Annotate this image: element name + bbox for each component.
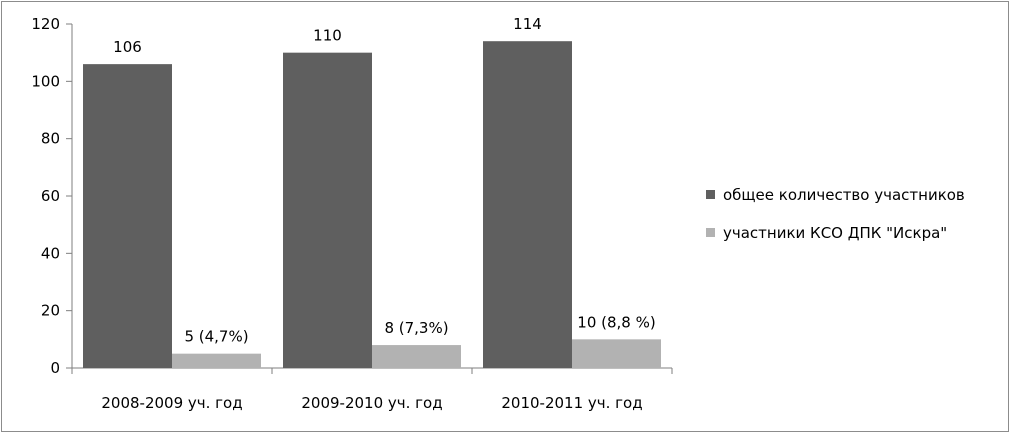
- legend-swatch: [706, 228, 715, 237]
- data-label: 5 (4,7%): [184, 328, 248, 346]
- y-tick-label: 120: [31, 15, 60, 33]
- x-tick-label: 2008-2009 уч. год: [101, 394, 242, 412]
- data-label: 114: [513, 15, 542, 33]
- data-label: 8 (7,3%): [384, 319, 448, 337]
- chart-bars: [83, 41, 661, 369]
- legend-swatch: [706, 190, 715, 199]
- bar: [172, 353, 261, 368]
- bar: [483, 41, 572, 368]
- y-tick-label: 60: [41, 187, 60, 205]
- data-label: 110: [313, 27, 342, 45]
- bar: [83, 64, 172, 368]
- chart-axes: 0 20 40 60 80 100 120 2008-2009 уч. год 2009-201…: [31, 15, 673, 412]
- x-tick-label: 2009-2010 уч. год: [301, 394, 442, 412]
- chart-legend: общее количество участников участники КСО…: [706, 186, 965, 242]
- y-tick-label: 0: [50, 359, 60, 377]
- legend-label: участники КСО ДПК "Искра": [723, 224, 947, 242]
- bar: [372, 345, 461, 368]
- y-tick-label: 80: [41, 130, 60, 148]
- legend-label: общее количество участников: [723, 186, 965, 204]
- x-tick-label: 2010-2011 уч. год: [501, 394, 642, 412]
- chart-data-labels: 106 5 (4,7%) 110 8 (7,3%) 114 10 (8,8 %): [113, 15, 656, 345]
- bar: [283, 52, 372, 369]
- data-label: 106: [113, 38, 142, 56]
- y-tick-label: 20: [41, 302, 60, 320]
- y-tick-label: 100: [31, 72, 60, 90]
- bar: [572, 339, 661, 368]
- y-tick-label: 40: [41, 244, 60, 262]
- data-label: 10 (8,8 %): [577, 313, 655, 331]
